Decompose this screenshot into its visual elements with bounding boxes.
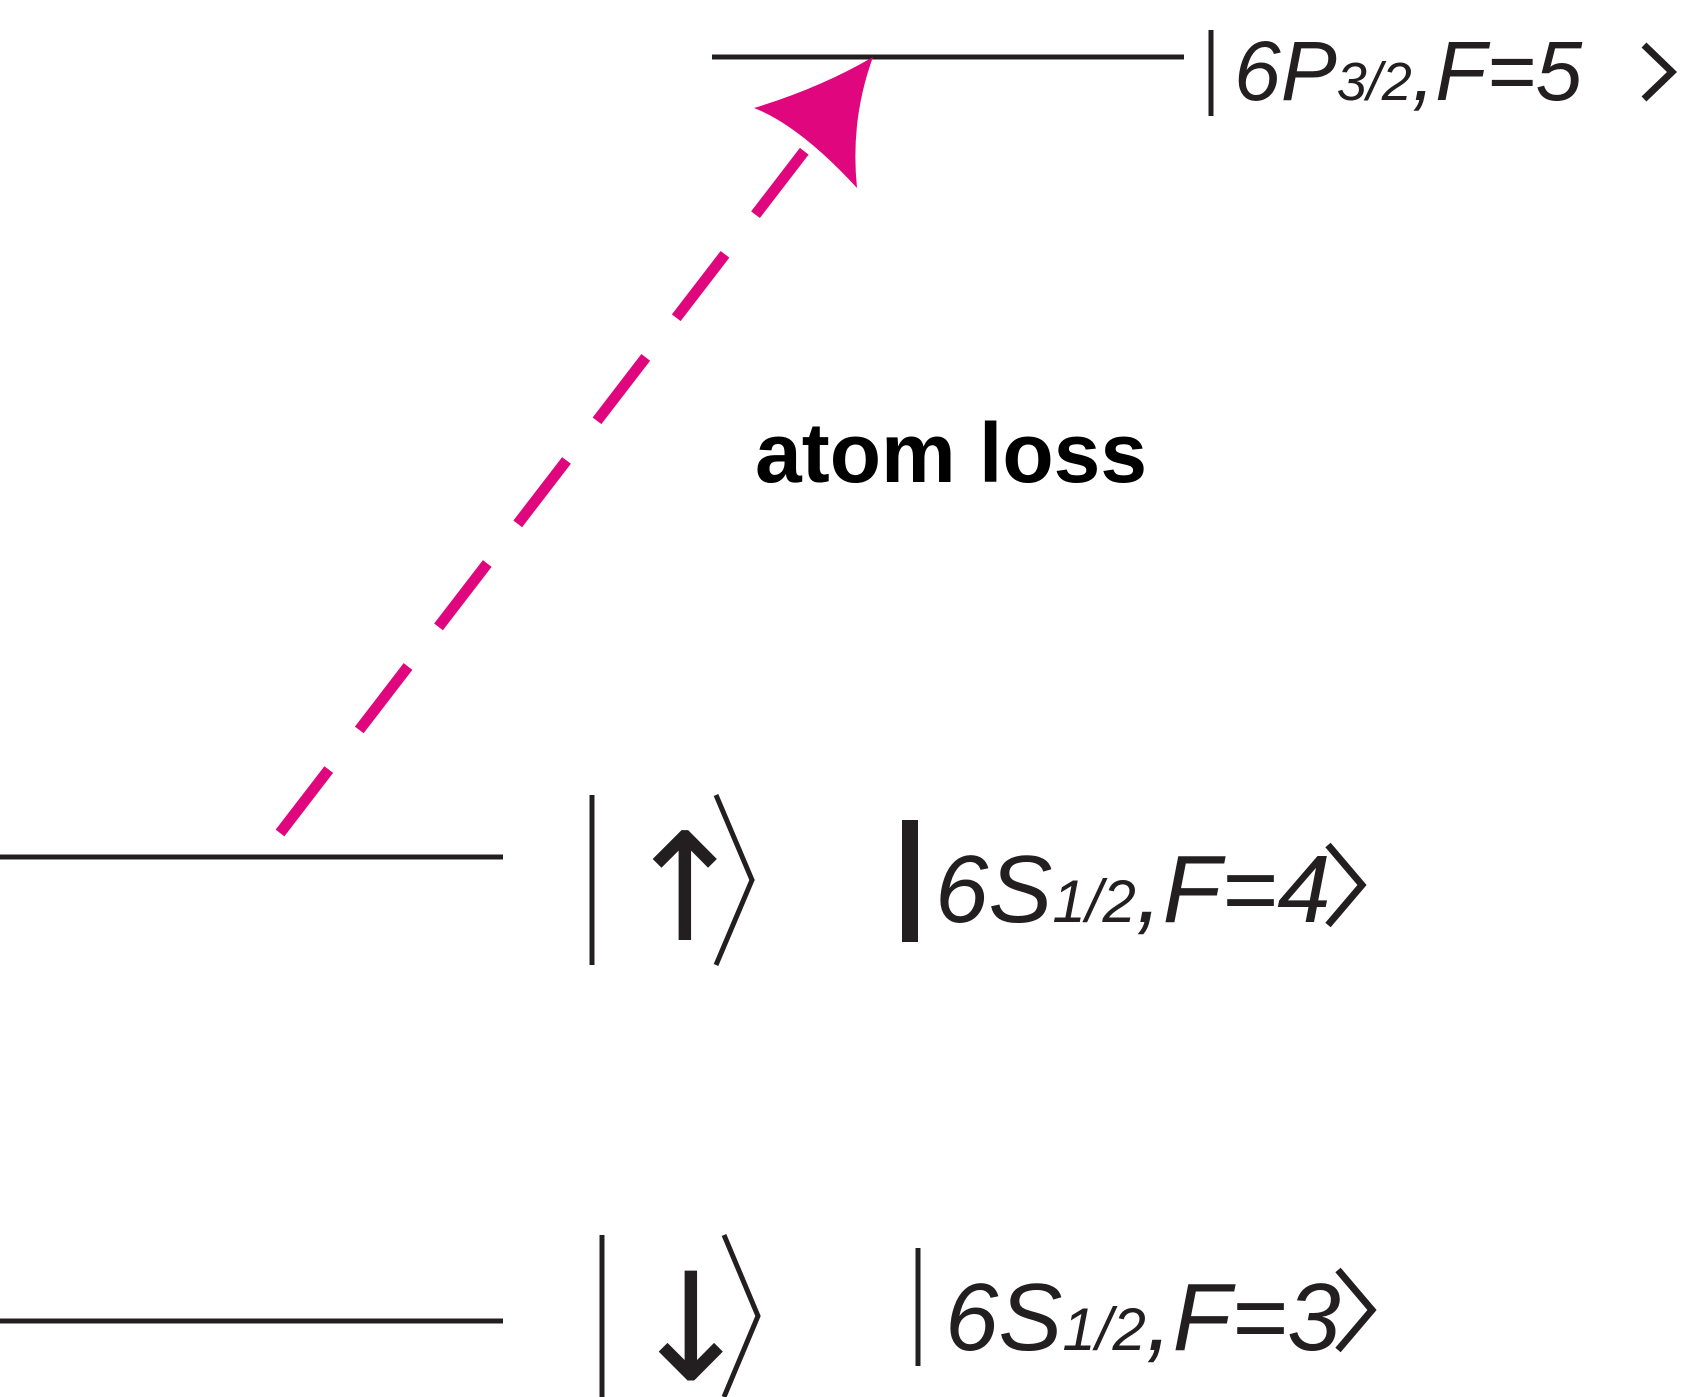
svg-text:6P3/2,F=5: 6P3/2,F=5 (1234, 24, 1583, 118)
f-quantum-number: ,F=3 (1146, 1264, 1341, 1371)
state-term: 6S (945, 1264, 1062, 1371)
transition-arrowhead (754, 57, 873, 188)
spin-down-ket: ↓ (599, 1234, 761, 1397)
state-subscript: 3/2 (1337, 52, 1412, 112)
lower-ground-state-ket: 6S1/2,F=3 (915, 1248, 1377, 1371)
state-term: 6P (1234, 24, 1337, 118)
spin-up-symbol: ↑ (622, 802, 748, 976)
transition-arrow-dashed-line (275, 106, 841, 837)
state-subscript: 1/2 (1062, 1296, 1145, 1363)
f-quantum-number: ,F=5 (1412, 24, 1583, 118)
state-term: 6S (935, 836, 1052, 943)
spin-up-ket: ↑ (589, 794, 755, 976)
ket-close-bracket (721, 1234, 761, 1397)
upper-ground-state-ket: 6S1/2,F=4 (902, 820, 1367, 943)
f-quantum-number: ,F=4 (1136, 836, 1331, 943)
ket-close-bracket (713, 794, 755, 966)
state-subscript: 1/2 (1052, 868, 1135, 935)
excited-state-ket: 6P3/2,F=5 (1208, 24, 1678, 118)
svg-text:6S1/2,F=4: 6S1/2,F=4 (935, 836, 1331, 943)
ket-close-bracket (1641, 42, 1678, 102)
transition-label: atom loss (755, 406, 1147, 500)
svg-text:6S1/2,F=3: 6S1/2,F=3 (945, 1264, 1341, 1371)
ket-close-bracket (1325, 842, 1367, 928)
ket-close-bracket (1335, 1267, 1377, 1353)
